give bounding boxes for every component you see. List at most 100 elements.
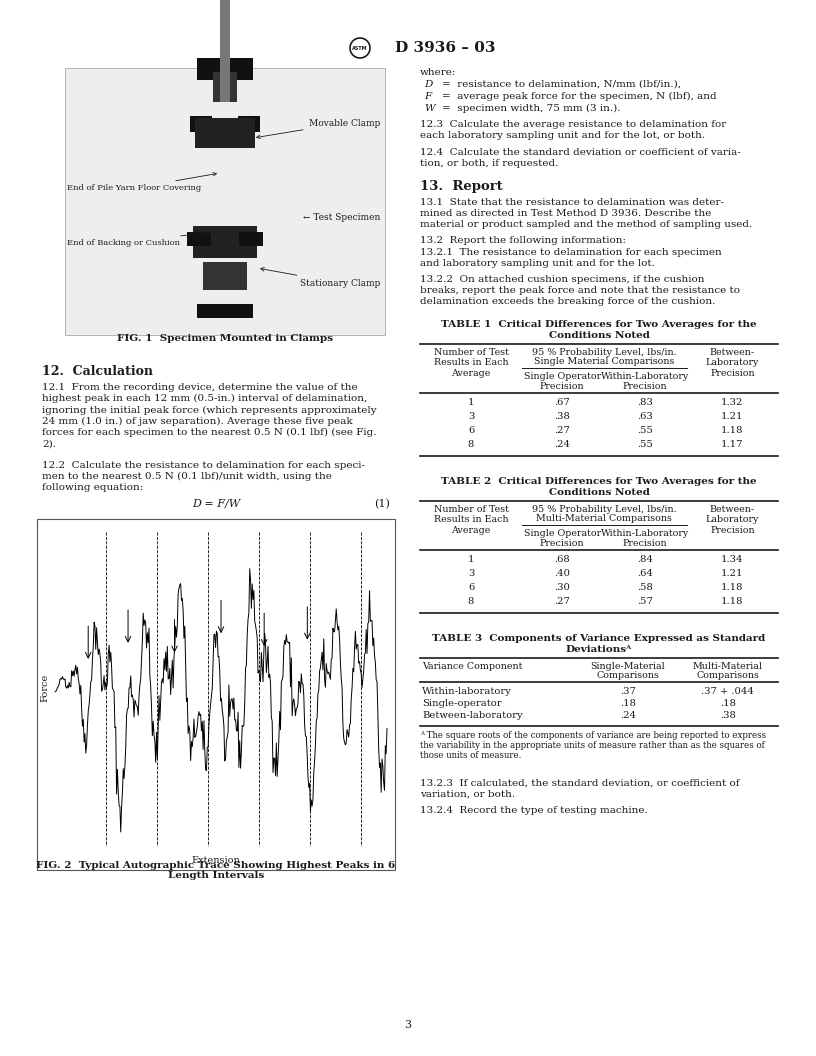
Text: .24: .24 [554,440,570,449]
Text: Single-operator: Single-operator [422,699,502,708]
Text: 12.3  Calculate the average resistance to delamination for
each laboratory sampl: 12.3 Calculate the average resistance to… [420,120,726,140]
Text: 3: 3 [468,569,474,578]
Text: .38: .38 [554,412,570,421]
Bar [203,262,247,290]
Text: .27: .27 [554,597,570,606]
Bar [190,116,212,132]
Text: Within-Laboratory
Precision: Within-Laboratory Precision [601,529,689,548]
Text: 1.18: 1.18 [721,583,743,592]
Text: D = F/W: D = F/W [192,499,240,509]
Text: 12.4  Calculate the standard deviation or coefficient of varia-
tion, or both, i: 12.4 Calculate the standard deviation or… [420,148,741,168]
Text: 3: 3 [468,412,474,421]
Bar [65,68,385,335]
Text: Within-laboratory: Within-laboratory [422,687,512,696]
Text: 1: 1 [468,398,474,407]
Text: .84: .84 [636,555,653,564]
Text: =  average peak force for the specimen, N (lbf), and: = average peak force for the specimen, N… [442,92,716,101]
Text: Movable Clamp: Movable Clamp [257,118,380,138]
Text: .55: .55 [636,426,653,435]
Bar [197,58,253,80]
Text: D: D [424,80,432,89]
Text: 1.34: 1.34 [721,555,743,564]
Text: ← Test Specimen: ← Test Specimen [303,213,380,223]
Text: .24: .24 [619,711,636,720]
Text: 1: 1 [468,555,474,564]
Text: Comparisons: Comparisons [696,671,760,680]
Text: =  resistance to delamination, N/mm (lbf/in.),: = resistance to delamination, N/mm (lbf/… [442,80,681,89]
Text: Conditions Noted: Conditions Noted [548,331,650,340]
Text: Single Material Comparisons: Single Material Comparisons [534,357,675,366]
Text: 13.2.4  Record the type of testing machine.: 13.2.4 Record the type of testing machin… [420,806,648,815]
Text: Between-laboratory: Between-laboratory [422,711,522,720]
Text: 1.32: 1.32 [721,398,743,407]
Bar [193,226,257,258]
Text: .58: .58 [636,583,653,592]
Bar [238,116,260,132]
Bar [37,518,395,870]
Text: 13.1  State that the resistance to delamination was deter-
mined as directed in : 13.1 State that the resistance to delami… [420,199,752,229]
Text: Deviationsᴬ: Deviationsᴬ [565,645,632,654]
Text: End of Pile Yarn Floor Covering: End of Pile Yarn Floor Covering [67,172,216,192]
Text: 13.  Report: 13. Report [420,180,503,193]
Text: Extension: Extension [192,856,241,865]
Text: End of Backing or Cushion: End of Backing or Cushion [67,230,216,247]
Text: .18: .18 [720,699,736,708]
Text: W: W [424,103,435,113]
Text: Multi-Material: Multi-Material [693,662,763,671]
Text: TABLE 3  Components of Variance Expressed as Standard: TABLE 3 Components of Variance Expressed… [432,634,765,643]
Text: Number of Test
Results in Each
Average: Number of Test Results in Each Average [433,505,508,534]
Text: Conditions Noted: Conditions Noted [548,488,650,497]
Text: =  specimen width, 75 mm (3 in.).: = specimen width, 75 mm (3 in.). [442,103,620,113]
Text: .57: .57 [636,597,653,606]
Bar [239,232,263,246]
Text: 1.21: 1.21 [721,412,743,421]
Text: FIG. 2  Typical Autographic Trace Showing Highest Peaks in 6
Length Intervals: FIG. 2 Typical Autographic Trace Showing… [37,861,396,880]
Text: the variability in the appropriate units of measure rather than as the squares o: the variability in the appropriate units… [420,741,765,750]
Text: 1.17: 1.17 [721,440,743,449]
Text: 8: 8 [468,597,474,606]
Text: .37: .37 [619,687,636,696]
Text: ᴬ The square roots of the components of variance are being reported to express: ᴬ The square roots of the components of … [420,731,766,740]
Text: 95 % Probability Level, lbs/in.: 95 % Probability Level, lbs/in. [532,348,676,357]
Text: FIG. 1  Specimen Mounted in Clamps: FIG. 1 Specimen Mounted in Clamps [117,334,333,343]
Text: ASTM: ASTM [353,45,368,51]
Bar [197,304,253,318]
Text: 6: 6 [468,426,474,435]
Text: .40: .40 [554,569,570,578]
Text: TABLE 1  Critical Differences for Two Averages for the: TABLE 1 Critical Differences for Two Ave… [441,320,756,329]
Text: .37 + .044: .37 + .044 [702,687,754,696]
Text: 1.18: 1.18 [721,597,743,606]
Text: 8: 8 [468,440,474,449]
Text: where:: where: [420,68,456,77]
Text: Number of Test
Results in Each
Average: Number of Test Results in Each Average [433,348,508,378]
Text: Variance Component: Variance Component [422,662,522,671]
Text: .68: .68 [554,555,570,564]
Text: Within-Laboratory
Precision: Within-Laboratory Precision [601,372,689,392]
Text: 13.2.1  The resistance to delamination for each specimen
and laboratory sampling: 13.2.1 The resistance to delamination fo… [420,248,721,268]
Text: 12.1  From the recording device, determine the value of the
highest peak in each: 12.1 From the recording device, determin… [42,383,377,448]
Text: F: F [424,92,431,101]
Text: .27: .27 [554,426,570,435]
Text: Single Operator
Precision: Single Operator Precision [524,372,601,392]
Text: 12.2  Calculate the resistance to delamination for each speci-
men to the neares: 12.2 Calculate the resistance to delamin… [42,461,365,492]
Text: Between-
Laboratory
Precision: Between- Laboratory Precision [706,348,759,378]
Text: .18: .18 [619,699,636,708]
Text: Force: Force [41,674,50,701]
Text: .38: .38 [720,711,736,720]
Text: Single-Material: Single-Material [590,662,665,671]
Text: .63: .63 [636,412,653,421]
Text: .67: .67 [554,398,570,407]
Bar [213,72,237,102]
Text: 13.2.3  If calculated, the standard deviation, or coefficient of
variation, or b: 13.2.3 If calculated, the standard devia… [420,779,739,799]
Text: .30: .30 [554,583,570,592]
Text: .55: .55 [636,440,653,449]
Text: Comparisons: Comparisons [596,671,659,680]
Text: .83: .83 [636,398,653,407]
Text: Single Operator
Precision: Single Operator Precision [524,529,601,548]
Text: 6: 6 [468,583,474,592]
Text: 3: 3 [405,1020,411,1030]
Text: Multi-Material Comparisons: Multi-Material Comparisons [536,514,672,523]
Text: 12.  Calculation: 12. Calculation [42,365,153,378]
Text: .64: .64 [636,569,653,578]
Text: Between-
Laboratory
Precision: Between- Laboratory Precision [706,505,759,534]
